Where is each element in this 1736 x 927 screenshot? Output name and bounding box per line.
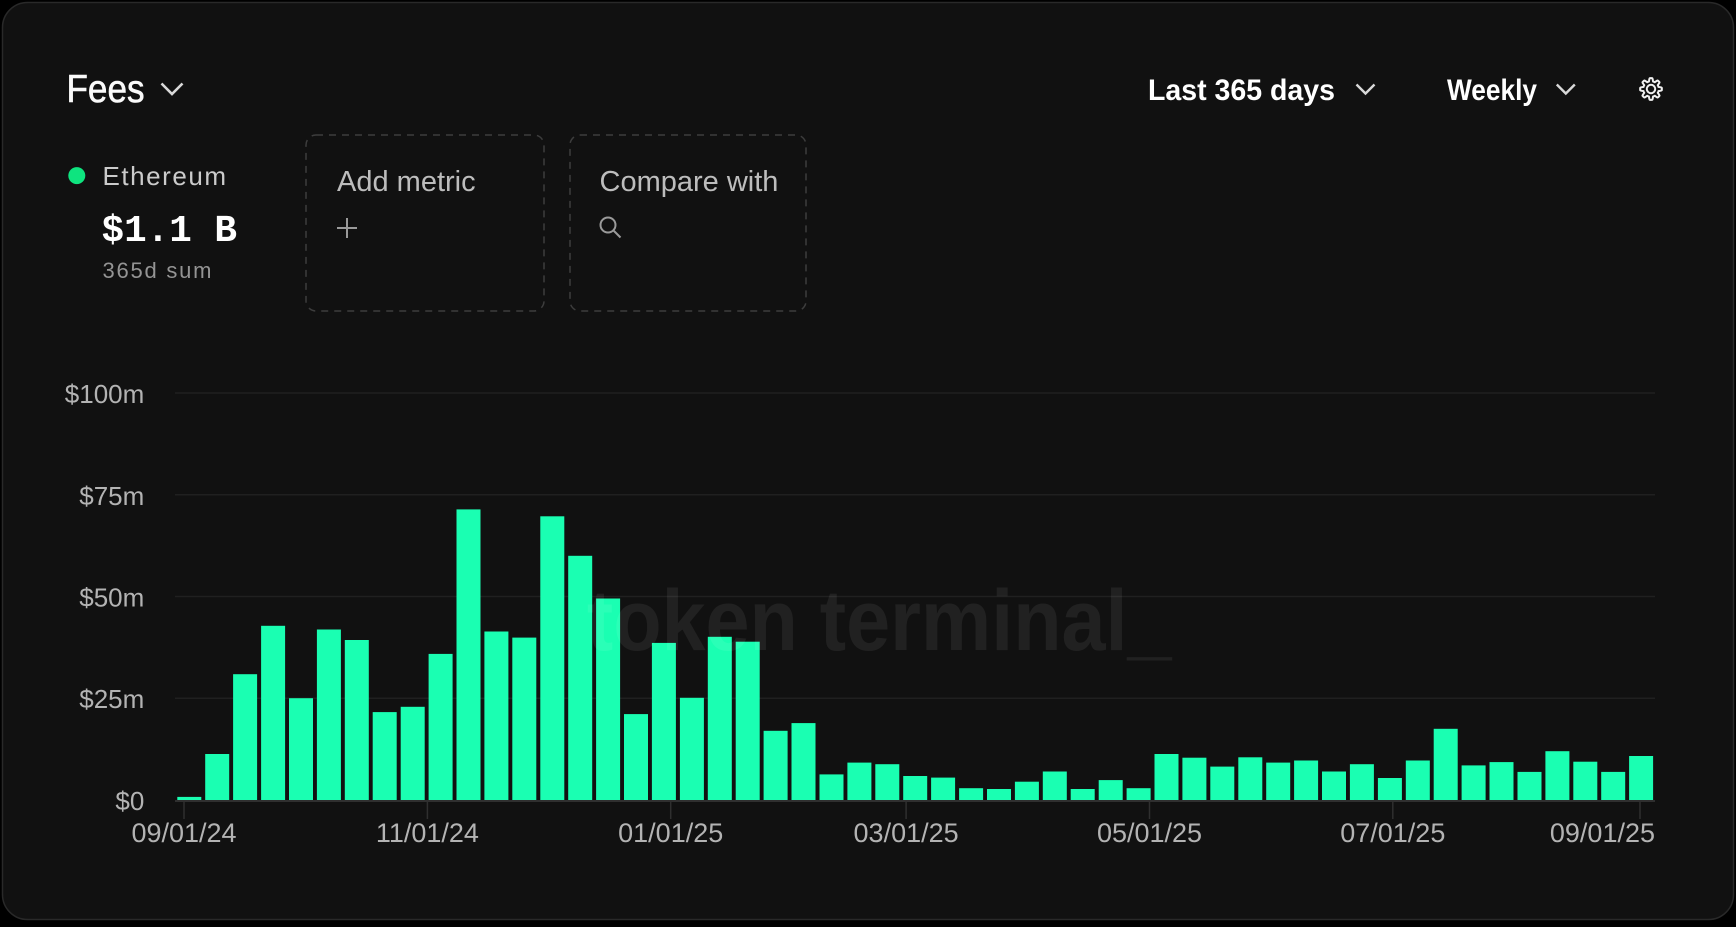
svg-text:$50m: $50m	[79, 583, 144, 613]
svg-text:01/01/25: 01/01/25	[618, 818, 723, 848]
svg-text:$75m: $75m	[79, 481, 144, 511]
svg-text:$0: $0	[115, 786, 144, 816]
svg-text:11/01/24: 11/01/24	[376, 818, 479, 848]
svg-text:Compare with: Compare with	[600, 166, 779, 198]
svg-text:Weekly: Weekly	[1447, 74, 1537, 107]
svg-text:Ethereum: Ethereum	[103, 161, 227, 191]
svg-text:$100m: $100m	[65, 379, 145, 409]
svg-text:09/01/25: 09/01/25	[1550, 818, 1655, 848]
svg-text:05/01/25: 05/01/25	[1097, 818, 1202, 848]
svg-text:Add metric: Add metric	[337, 166, 476, 198]
svg-text:07/01/25: 07/01/25	[1340, 818, 1445, 848]
svg-text:$1.1 B: $1.1 B	[102, 210, 238, 253]
svg-text:token terminal_: token terminal_	[587, 573, 1173, 669]
svg-text:09/01/24: 09/01/24	[131, 818, 236, 848]
svg-text:Last 365 days: Last 365 days	[1148, 74, 1335, 107]
svg-text:Fees: Fees	[67, 68, 145, 111]
svg-text:$25m: $25m	[79, 684, 144, 714]
svg-text:03/01/25: 03/01/25	[854, 818, 959, 848]
